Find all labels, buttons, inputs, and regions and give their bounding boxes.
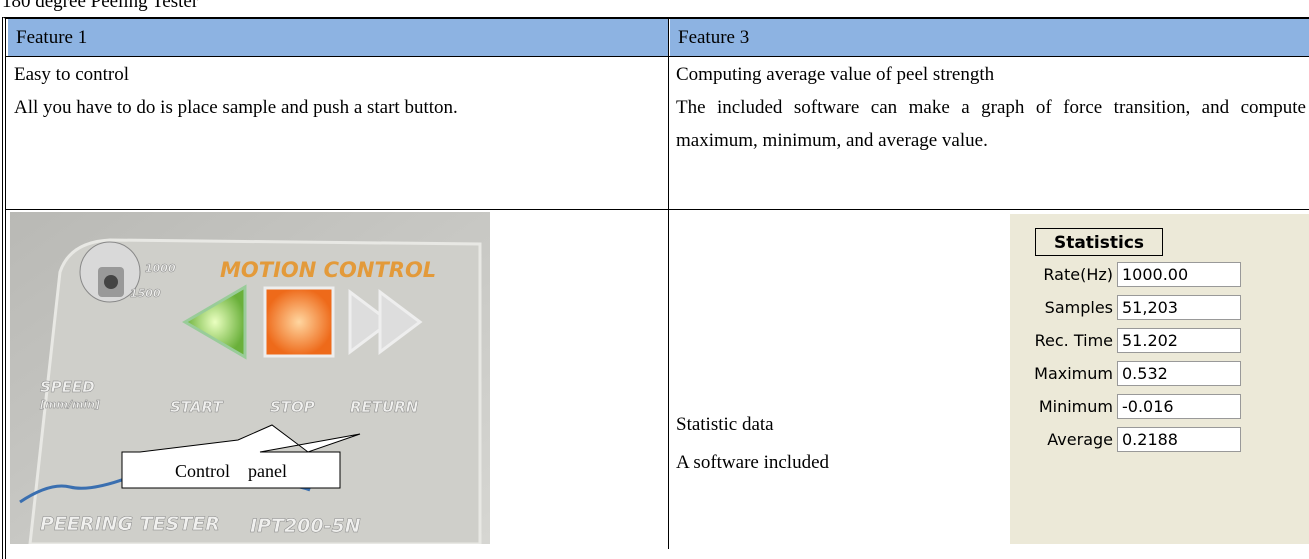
row-divider [6,56,1309,57]
header-cell: Feature 3 [670,19,1309,56]
photo-label: SPEED [40,378,95,396]
feature-heading: Easy to control [14,64,130,85]
caption-line: A software included [676,452,830,473]
stat-label: Rate(Hz) [1043,265,1113,284]
stat-value: 0.2188 [1117,427,1241,452]
photo-label: 1000 [145,262,176,275]
stat-row: Maximum 0.532 [1018,361,1308,391]
photo-label: MOTION CONTROL [220,258,436,282]
statistic-caption: Statistic data A software included [676,406,829,482]
stat-row: Average 0.2188 [1018,427,1308,457]
stat-value: 0.532 [1117,361,1241,386]
stat-label: Samples [1044,298,1113,317]
stat-row: Minimum -0.016 [1018,394,1308,424]
doc-title: 180 degree Peeling Tester [2,0,199,12]
table-frame [2,17,1309,559]
statistics-panel: Statistics Rate(Hz) 1000.00 Samples 51,203 R… [1010,214,1309,544]
photo-label: STOP [270,398,315,416]
stat-row: Rate(Hz) 1000.00 [1018,262,1308,292]
feature-text: All you have to do is place sample and p… [14,97,458,118]
photo-label: [mm/min] [39,398,100,411]
stat-label: Average [1047,430,1113,449]
callout-box [121,424,361,489]
panel-title: Statistics [1035,228,1163,256]
stat-value: 51,203 [1117,295,1241,320]
stat-value: 51.202 [1117,328,1241,353]
stat-row: Rec. Time 51.202 [1018,328,1308,358]
photo-label: IPT200-5N [250,515,361,537]
stat-value: -0.016 [1117,394,1241,419]
caption-line: Statistic data [676,414,774,435]
column-divider [668,19,669,549]
stat-label: Rec. Time [1034,331,1113,350]
stat-row: Samples 51,203 [1018,295,1308,325]
header-cell: Feature 1 [8,19,668,56]
stat-rows: Rate(Hz) 1000.00 Samples 51,203 Rec. Time 51.… [1018,262,1308,542]
feature-text: The included software can make a graph o… [676,97,1306,151]
feature-cell: Easy to control All you have to do is pl… [14,58,654,124]
feature-cell: Computing average value of peel strength… [676,58,1306,157]
stat-value: 1000.00 [1117,262,1241,287]
photo-label: PEERING TESTER [40,513,220,535]
control-panel-photo: MOTION CONTROL 1000 1500 SPEED [mm/min] … [10,212,490,544]
photo-label: START [170,398,224,416]
callout-text: Control panel [175,461,287,481]
stat-label: Minimum [1038,397,1113,416]
row-divider [6,209,1309,210]
feature-heading: Computing average value of peel strength [676,64,995,85]
photo-label: RETURN [350,398,419,416]
photo-label: 1500 [130,287,161,300]
stat-label: Maximum [1034,364,1113,383]
